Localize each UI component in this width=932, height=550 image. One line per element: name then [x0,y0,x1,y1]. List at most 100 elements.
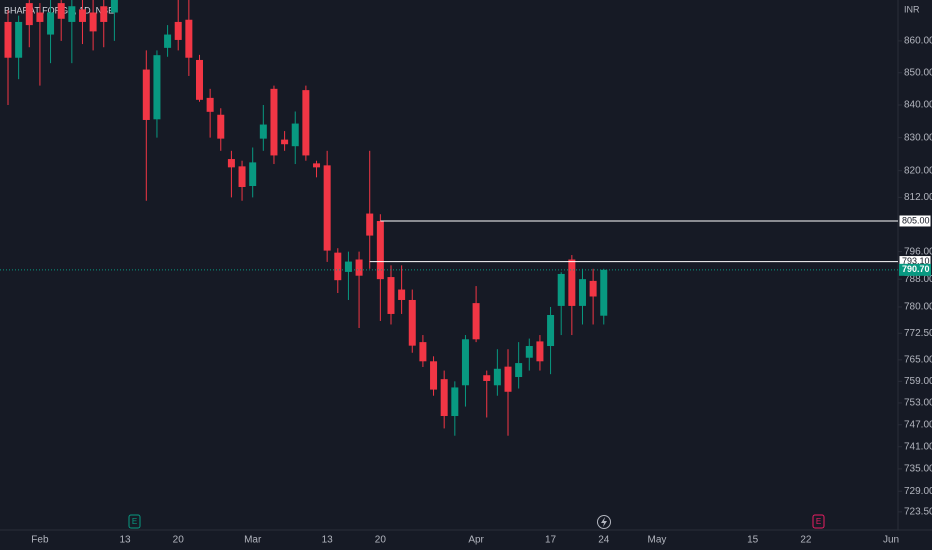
event-icon [812,514,825,529]
candle-body [323,165,331,251]
candle-body [238,166,246,188]
event-earnings[interactable]: E [812,514,825,529]
candle-body [536,341,544,362]
candle-body [313,163,321,168]
price-label: 793.10 [902,256,930,266]
candle-body [344,261,352,272]
y-tick-label: 753.00 [904,398,932,409]
candle-body [110,0,118,13]
candle-body [504,366,512,392]
y-tick-label: 850.00 [904,67,932,78]
candle-body [398,289,406,300]
y-tick-label: 735.00 [904,464,932,475]
candle-body [281,139,289,145]
candle-body [227,159,235,168]
candle-body [334,252,342,281]
candle-body [174,21,182,40]
candle-body [36,12,44,22]
candle-body [68,6,76,22]
candle-body [47,12,55,35]
candle-body [578,279,586,306]
candle-body [142,69,150,120]
candle-body [472,303,480,340]
candle-body [206,97,214,112]
candle-body [195,59,203,100]
candle-body [291,123,299,147]
candle-body [366,213,374,236]
candle-body [557,273,565,306]
y-tick-label: 729.00 [904,486,932,497]
candle-body [259,124,267,139]
candle-body [100,6,108,22]
candle-body [217,114,225,139]
candle-body [408,299,416,346]
x-tick-label: Jun [883,535,899,546]
x-tick-label: 17 [545,535,557,546]
event-icon [601,517,607,527]
x-tick-label: 20 [173,535,185,546]
candle-body [430,361,438,390]
event-icon [128,514,141,529]
x-tick-label: Mar [244,535,262,546]
x-tick-label: 22 [800,535,812,546]
candle-body [302,90,310,156]
x-tick-label: Feb [31,535,49,546]
candle-body [419,342,427,362]
event-label: E [132,517,137,526]
y-tick-label: 747.00 [904,419,932,430]
x-tick-label: 20 [375,535,387,546]
candle-body [57,3,65,19]
y-tick-label: 860.00 [904,36,932,47]
event-icon [597,515,611,529]
candle-body [78,9,86,22]
y-tick-label: 796.00 [904,246,932,257]
x-tick-label: 13 [119,535,131,546]
candle-body [153,55,161,120]
x-tick-label: 15 [747,535,759,546]
candle-body [515,363,523,378]
x-tick-label: Apr [468,535,484,546]
last-price-box [899,263,931,276]
candle-body [25,3,33,26]
currency: INR [904,4,920,14]
price-label-box [898,214,932,228]
y-tick-label: 765.00 [904,355,932,366]
y-tick-label: 780.00 [904,302,932,313]
candle-body [376,220,384,280]
candle-body [4,21,12,58]
candle-body [89,12,97,32]
candle-body [600,269,608,316]
y-tick-label: 812.00 [904,192,932,203]
candle-body [451,387,459,417]
x-tick-label: 13 [322,535,334,546]
candle-body [270,88,278,156]
candle-body [547,315,555,347]
y-tick-label: 741.00 [904,441,932,452]
candle-body [493,368,501,386]
event-earnings[interactable]: E [128,514,141,529]
last-price-label: 790.70 [902,264,930,274]
x-tick-label: May [647,535,666,546]
candle-body [568,259,576,306]
x-tick-label: 24 [598,535,610,546]
y-tick-label: 840.00 [904,100,932,111]
y-tick-label: 723.50 [904,507,932,518]
candle-body [525,346,533,358]
candle-body [387,277,395,314]
price-label: 805.00 [902,215,930,225]
candle-body [355,259,363,276]
candle-body [15,21,23,58]
candle-body [461,339,469,386]
candle-body [249,162,257,187]
candle-body [440,379,448,417]
event-dividend[interactable] [597,515,611,529]
y-tick-label: 820.00 [904,165,932,176]
y-tick-label: 788.00 [904,274,932,285]
candle-body [164,34,172,48]
event-label: E [816,517,821,526]
candle-body [185,19,193,58]
candle-body [589,280,597,297]
y-tick-label: 772.50 [904,328,932,339]
